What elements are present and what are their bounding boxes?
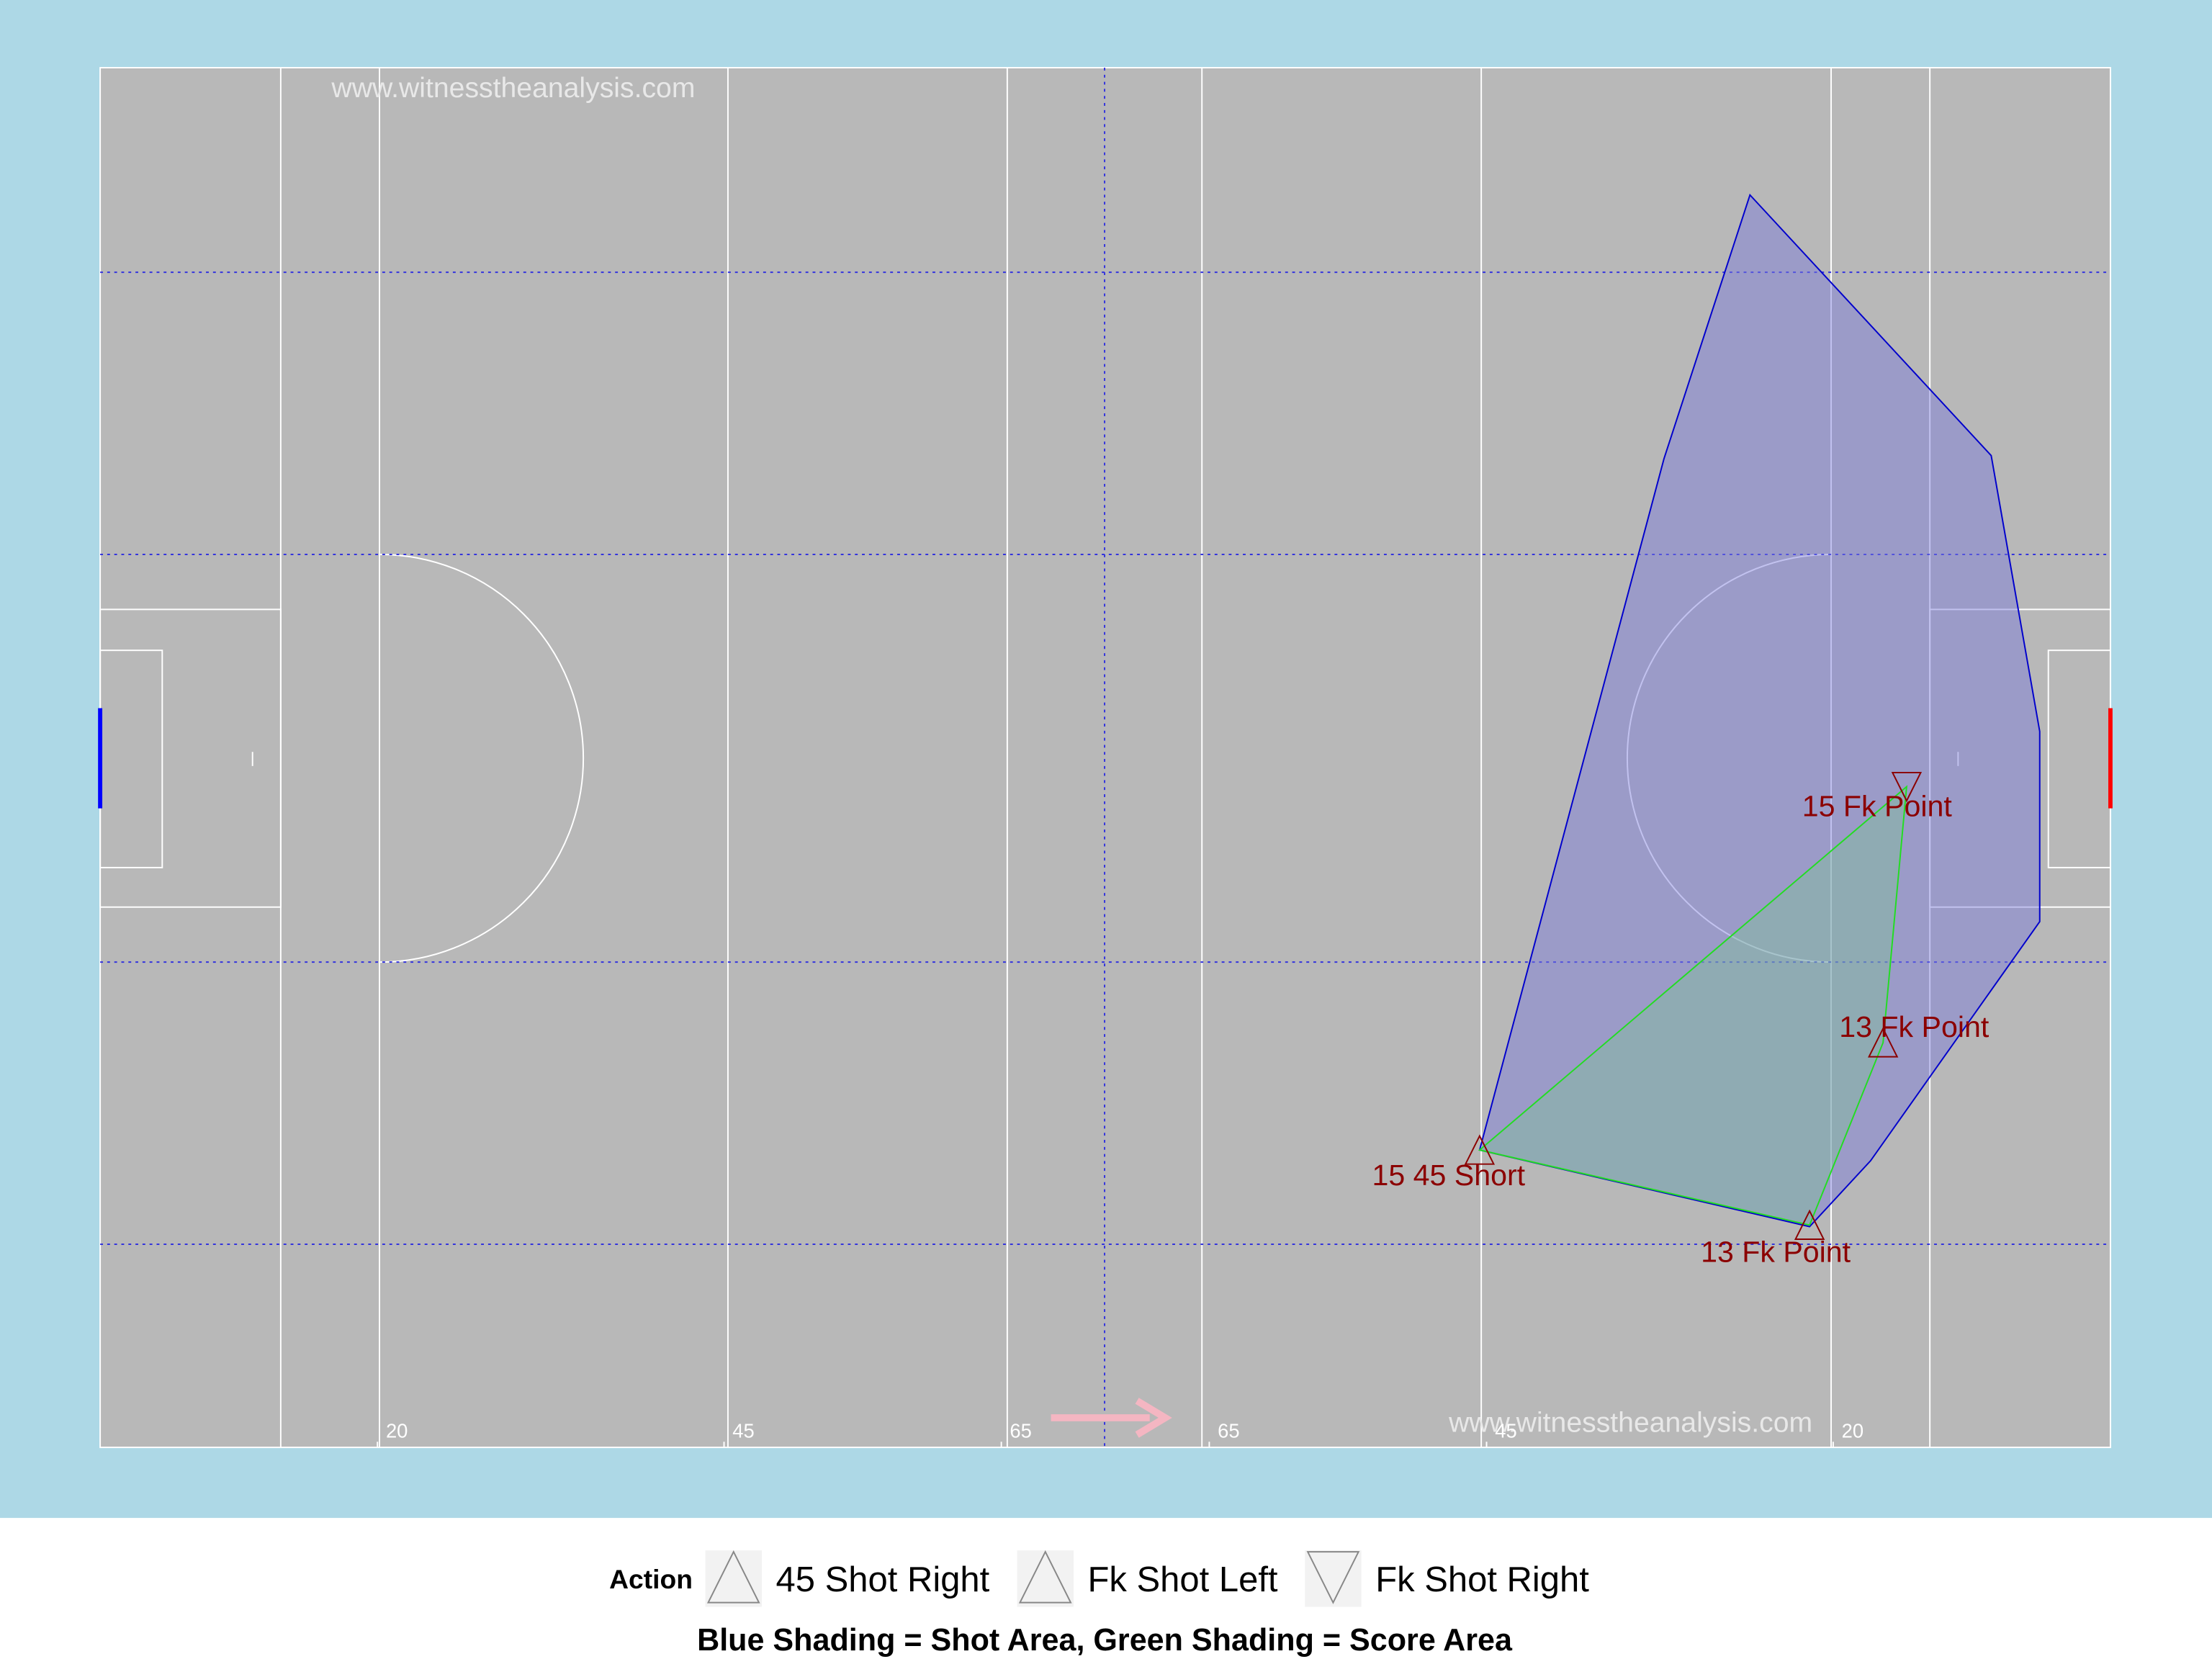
point-label: 15 Fk Point (1802, 790, 1953, 823)
legend-key (706, 1550, 760, 1604)
point-label: 15 45 Short (1372, 1159, 1525, 1192)
x-tick-label: 20 (386, 1419, 408, 1442)
watermark: www.witnesstheanalysis.com (1448, 1408, 1812, 1439)
shot-marker (1794, 1209, 1825, 1240)
legend-key-bg (1305, 1550, 1362, 1607)
legend-key (1018, 1550, 1072, 1604)
shot-marker (1464, 1134, 1496, 1165)
legend-key (1306, 1551, 1360, 1604)
pitch-markings (98, 68, 2113, 1448)
legend-key-bg (705, 1550, 762, 1607)
score-area (1478, 785, 1908, 1226)
legend-title: Action (609, 1564, 693, 1594)
legend-key-bg (1017, 1550, 1074, 1607)
watermark: www.witnesstheanalysis.com (331, 73, 695, 104)
shot-marker (1867, 1027, 1899, 1058)
x-tick-label: 45 (732, 1419, 754, 1442)
x-tick-label: 65 (1218, 1419, 1239, 1442)
legend-label: Fk Shot Left (1088, 1560, 1278, 1599)
point-label: 13 Fk Point (1839, 1010, 1990, 1043)
x-tick-label: 20 (1842, 1419, 1863, 1442)
shot-marker (1891, 771, 1923, 803)
legend-label: 45 Shot Right (776, 1560, 990, 1599)
plot-area: 20 45 65 65 45 20 15 45 Short 13 Fk Point 13 Fk … (377, 193, 2041, 1448)
x-tick-label: 45 (1495, 1419, 1516, 1442)
x-tick-label: 65 (1010, 1419, 1031, 1442)
point-label: 13 Fk Point (1701, 1235, 1851, 1268)
caption: Blue Shading = Shot Area, Green Shading … (697, 1623, 1513, 1658)
shot-area (1478, 193, 2041, 1228)
legend: 45 Shot Right Fk Shot Left Fk Shot Right (705, 1550, 1589, 1607)
legend-label: Fk Shot Right (1375, 1560, 1589, 1599)
